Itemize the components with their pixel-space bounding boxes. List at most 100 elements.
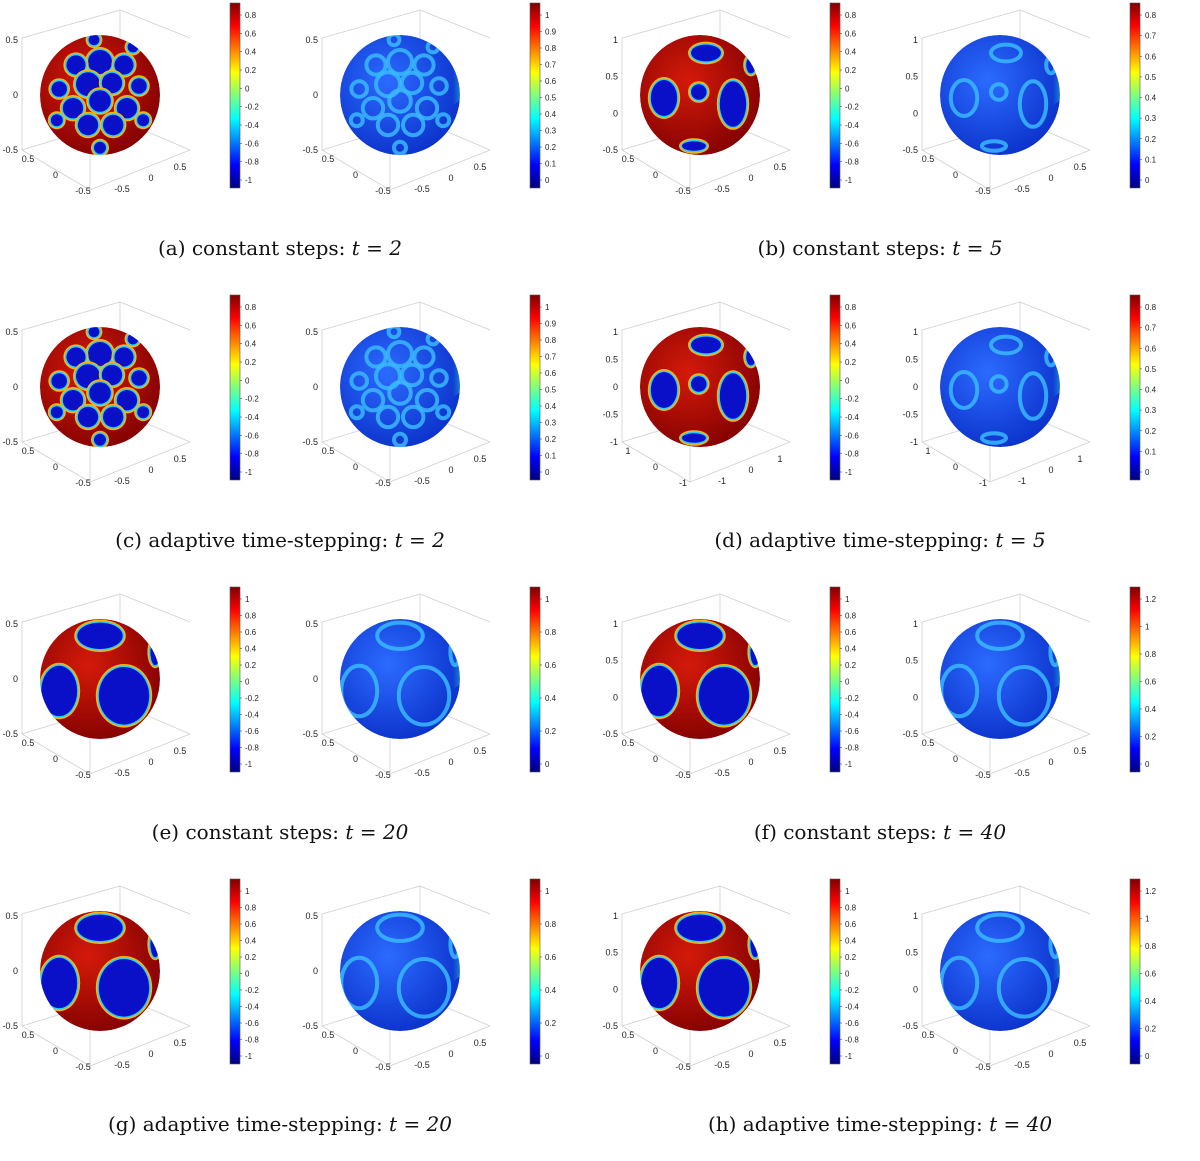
- axis-tick-label: 0: [748, 1049, 753, 1059]
- spot: [746, 56, 756, 74]
- axis-tick-label: 1: [913, 619, 918, 629]
- axis-tick-label: -0.5: [975, 770, 991, 780]
- axis-tick-label: -0.5: [414, 1060, 430, 1070]
- axis-tick-label: 0.5: [22, 1030, 35, 1040]
- caption-time: t = 5: [995, 528, 1046, 552]
- spot: [114, 55, 134, 75]
- axis-tick-label: 0.5: [774, 746, 787, 756]
- axis-tick-label: 1: [613, 619, 618, 629]
- axis-tick-label: -0.5: [714, 768, 730, 778]
- colorbar-tick-label: 0: [545, 760, 550, 769]
- axis-tick-label: 0: [913, 108, 918, 118]
- colorbar-tick-label: 0.4: [845, 937, 857, 946]
- colorbar: [829, 2, 841, 189]
- colorbar-tick-label: 0.8: [545, 336, 557, 345]
- axis-tick-label: 0: [653, 1046, 658, 1056]
- colorbar-tick-label: 0.5: [1145, 73, 1157, 82]
- ring: [386, 340, 414, 368]
- axis-tick-label: 0: [313, 90, 318, 100]
- ring: [1017, 371, 1049, 421]
- colorbar-tick-label: -0.4: [845, 711, 859, 720]
- colorbar-tick-label: -0.2: [245, 395, 259, 404]
- caption-label: (d): [714, 528, 750, 552]
- axis-tick-label: 0: [313, 966, 318, 976]
- caption-label: (h): [707, 1112, 743, 1136]
- axis-tick-label: 0: [148, 757, 153, 767]
- colorbar-tick-label: 0.9: [545, 28, 557, 37]
- spot: [150, 930, 160, 958]
- spot: [62, 98, 84, 119]
- colorbar-tick-label: 0.5: [1145, 365, 1157, 374]
- colorbar-tick-label: -0.6: [845, 431, 859, 440]
- axis-tick-label: 0: [313, 382, 318, 392]
- axis-tick-label: -0.5: [2, 729, 18, 739]
- axis-tick-label: -0.5: [675, 186, 691, 196]
- ring: [375, 404, 401, 430]
- ring: [392, 139, 408, 155]
- subfigure-f: 1 0.5 0 -0.5 0.5 0 -0.5 -0.5 0 0.5 1 0.8 0.6 0.4 0.2 0 -…: [600, 584, 1200, 869]
- colorbar-tick-label: -0.6: [845, 727, 859, 736]
- axis-tick-label: 1: [1077, 454, 1082, 464]
- colorbar-tick-label: 0.7: [1145, 32, 1157, 41]
- axis-tick-label: 0: [953, 462, 958, 472]
- axis-tick-label: 0.5: [905, 948, 918, 958]
- axis-tick-label: -0.5: [75, 770, 91, 780]
- ring: [996, 665, 1052, 727]
- phase-plot: 0.5 0 -0.5 0.5 0 -0.5 -0.5 0 0.5 0.8 0.6 0.4 0.2 0 -0.…: [2, 294, 259, 488]
- spot: [94, 141, 106, 154]
- axis-tick-label: 0: [613, 692, 618, 702]
- colorbar-tick-label: -1: [245, 468, 253, 477]
- axis-tick-label: 0: [353, 462, 358, 472]
- energy-plot: 1 0.5 0 -0.5 0.5 0 -0.5 -0.5 0 0.5 1.2 1 0.8 0.6 0.4 0.…: [902, 878, 1157, 1072]
- axis-tick-label: 1: [913, 35, 918, 45]
- axis-tick-label: -0.5: [2, 1021, 18, 1031]
- ring: [386, 48, 414, 76]
- axis-tick-label: 0: [748, 757, 753, 767]
- colorbar-tick-label: 0.4: [545, 110, 557, 119]
- colorbar-tick-label: -0.8: [245, 450, 259, 459]
- spot: [131, 370, 147, 386]
- axis-tick-label: -0.5: [414, 768, 430, 778]
- phase-plot: 1 0.5 0 -0.5 0.5 0 -0.5 -0.5 0 0.5 1 0.8 0.6 0.4 0.2 0 -…: [602, 878, 859, 1072]
- colorbar-tick-label: -0.2: [845, 103, 859, 112]
- spot: [88, 327, 100, 338]
- spot: [88, 342, 112, 366]
- colorbar-tick-label: 1: [545, 595, 550, 604]
- colorbar-tick-label: 0.4: [545, 402, 557, 411]
- spot: [66, 55, 86, 75]
- ring: [364, 53, 388, 77]
- axis-tick-label: 0: [53, 462, 58, 472]
- colorbar-tick-label: 0.2: [245, 661, 257, 670]
- axis-tick-label: -0.5: [302, 729, 318, 739]
- colorbar-tick-label: 0.7: [545, 61, 557, 70]
- colorbar-tick-label: 0: [545, 1052, 550, 1061]
- axis-tick-label: 0.5: [922, 738, 935, 748]
- axis-tick-label: 0.5: [1074, 746, 1087, 756]
- colorbar-tick-label: 1: [545, 303, 550, 312]
- colorbar-tick-label: 1.2: [1145, 887, 1157, 896]
- phase-plot: 0.5 0 -0.5 0.5 0 -0.5 -0.5 0 0.5 1 0.8 0.6 0.4 0.2 0 -0…: [2, 878, 259, 1072]
- axis-tick-label: -0.5: [1014, 184, 1030, 194]
- spot: [62, 390, 84, 411]
- colorbar-tick-label: 0.8: [1145, 303, 1157, 312]
- ring: [387, 380, 413, 406]
- ring: [435, 404, 452, 421]
- axis-tick-label: 0.5: [305, 619, 318, 629]
- spot: [116, 390, 138, 411]
- colorbar-tick-label: -1: [845, 176, 853, 185]
- subfigure-b-plots: 1 0.5 0 -0.5 0.5 0 -0.5 -0.5 0 0.5 0.8 0.6 0.4 0.2 0 -0…: [602, 2, 1157, 196]
- subfigure-caption: (f) constant steps: t = 40: [600, 820, 1160, 844]
- colorbar-tick-label: 0.8: [845, 904, 857, 913]
- colorbar-tick-label: 0.2: [1145, 1025, 1157, 1034]
- caption-text: constant steps:: [185, 820, 346, 844]
- colorbar-tick-label: -0.2: [845, 694, 859, 703]
- axis-tick-label: 0: [748, 173, 753, 183]
- ring: [387, 88, 413, 114]
- caption-label: (c): [115, 528, 149, 552]
- colorbar: [529, 2, 541, 189]
- spot: [41, 665, 78, 717]
- colorbar-tick-label: 0.1: [1145, 447, 1157, 456]
- colorbar-tick-label: 0.2: [245, 358, 257, 367]
- spot: [750, 638, 760, 666]
- axis-tick-label: 0.5: [922, 154, 935, 164]
